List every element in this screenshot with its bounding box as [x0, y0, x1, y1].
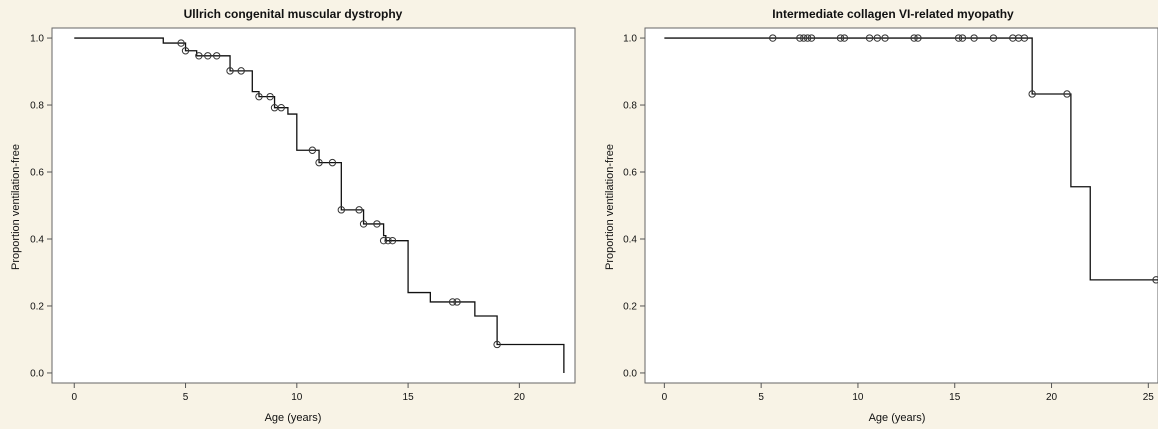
censor-mark	[315, 158, 323, 167]
intermediate-panel: Intermediate collagen VI-related myopath…	[604, 7, 1158, 424]
censor-mark	[308, 146, 317, 154]
axis-ticks: 0 5 10 15 20 0.0 0.2 0.4 0.6 0.8 1.0	[30, 34, 525, 403]
chart-title: Ullrich congenital muscular dystrophy	[184, 7, 403, 21]
x-tick-label: 15	[403, 392, 415, 403]
x-tick-label: 5	[183, 392, 189, 403]
censor-mark	[910, 34, 918, 42]
y-tick-label: 1.0	[30, 34, 44, 45]
x-tick-label: 0	[662, 392, 668, 403]
censor-mark	[212, 52, 221, 60]
y-tick-label: 0.0	[623, 368, 637, 379]
censor-mark	[373, 220, 381, 228]
censor-mark	[448, 298, 457, 306]
censor-mark	[1020, 34, 1029, 42]
censor-mark	[881, 34, 889, 42]
censor-mark	[1009, 34, 1017, 42]
censor-mark	[493, 340, 501, 349]
censor-mark	[954, 34, 963, 42]
censor-mark	[989, 34, 998, 42]
survival-curve	[664, 37, 1158, 281]
y-tick-label: 0.8	[623, 101, 637, 112]
censor-mark	[873, 34, 882, 42]
x-axis-title: Age (years)	[265, 412, 322, 424]
censor-mark	[195, 52, 203, 60]
censor-mark	[337, 206, 346, 214]
censor-mark	[204, 52, 212, 60]
x-tick-label: 20	[1046, 392, 1058, 403]
y-axis-title: Proportion ventilation-free	[604, 144, 616, 270]
censor-marks	[769, 34, 1158, 284]
censor-mark	[277, 104, 285, 112]
censor-mark	[1152, 276, 1158, 284]
censor-mark	[355, 206, 363, 214]
censor-mark	[266, 92, 274, 101]
x-tick-label: 10	[291, 392, 303, 403]
censor-mark	[1063, 90, 1071, 98]
censor-mark	[255, 92, 263, 101]
x-tick-label: 0	[71, 392, 77, 403]
censor-mark	[1028, 90, 1036, 98]
censor-mark	[181, 47, 190, 55]
plot-frame	[51, 27, 576, 384]
censor-mark	[453, 298, 461, 306]
axis-ticks: 0 5 10 15 20 25 0.0 0.2 0.4 0.6 0.8 1.0	[623, 34, 1154, 403]
censor-mark	[840, 34, 849, 42]
censor-mark	[384, 236, 392, 245]
censor-mark	[328, 158, 337, 167]
chart-title: Intermediate collagen VI-related myopath…	[772, 7, 1014, 21]
y-tick-label: 0.6	[623, 168, 637, 179]
censor-marks	[177, 39, 501, 349]
y-tick-label: 0.0	[30, 368, 44, 379]
plot-frame	[644, 27, 1158, 384]
censor-mark	[379, 236, 388, 245]
x-tick-label: 15	[949, 392, 961, 403]
km-step-line	[664, 37, 1158, 281]
censor-mark	[226, 67, 234, 75]
x-tick-label: 25	[1143, 392, 1155, 403]
censor-mark	[958, 34, 967, 42]
censor-mark	[177, 39, 185, 47]
y-tick-label: 0.2	[30, 301, 44, 312]
censor-mark	[237, 67, 245, 75]
censor-mark	[359, 220, 368, 228]
x-tick-label: 5	[758, 392, 764, 403]
y-tick-label: 0.8	[30, 101, 44, 112]
censor-mark	[800, 34, 808, 42]
x-tick-label: 10	[852, 392, 864, 403]
x-tick-label: 20	[514, 392, 526, 403]
censor-mark	[769, 34, 777, 42]
y-tick-label: 0.6	[30, 168, 44, 179]
censor-mark	[865, 34, 874, 42]
censor-mark	[803, 34, 812, 42]
y-tick-label: 0.2	[623, 301, 637, 312]
x-axis-title: Age (years)	[869, 412, 926, 424]
ucmd-panel: Ullrich congenital muscular dystrophy Pr…	[10, 7, 576, 424]
censor-mark	[836, 34, 845, 42]
censor-mark	[807, 34, 816, 42]
censor-mark	[1014, 34, 1023, 42]
censor-mark	[796, 34, 804, 42]
y-tick-label: 1.0	[623, 34, 637, 45]
censor-mark	[388, 236, 397, 245]
censor-mark	[970, 34, 978, 42]
y-tick-label: 0.4	[30, 234, 44, 245]
y-tick-label: 0.4	[623, 234, 637, 245]
censor-mark	[914, 34, 922, 42]
y-axis-title: Proportion ventilation-free	[10, 144, 22, 270]
